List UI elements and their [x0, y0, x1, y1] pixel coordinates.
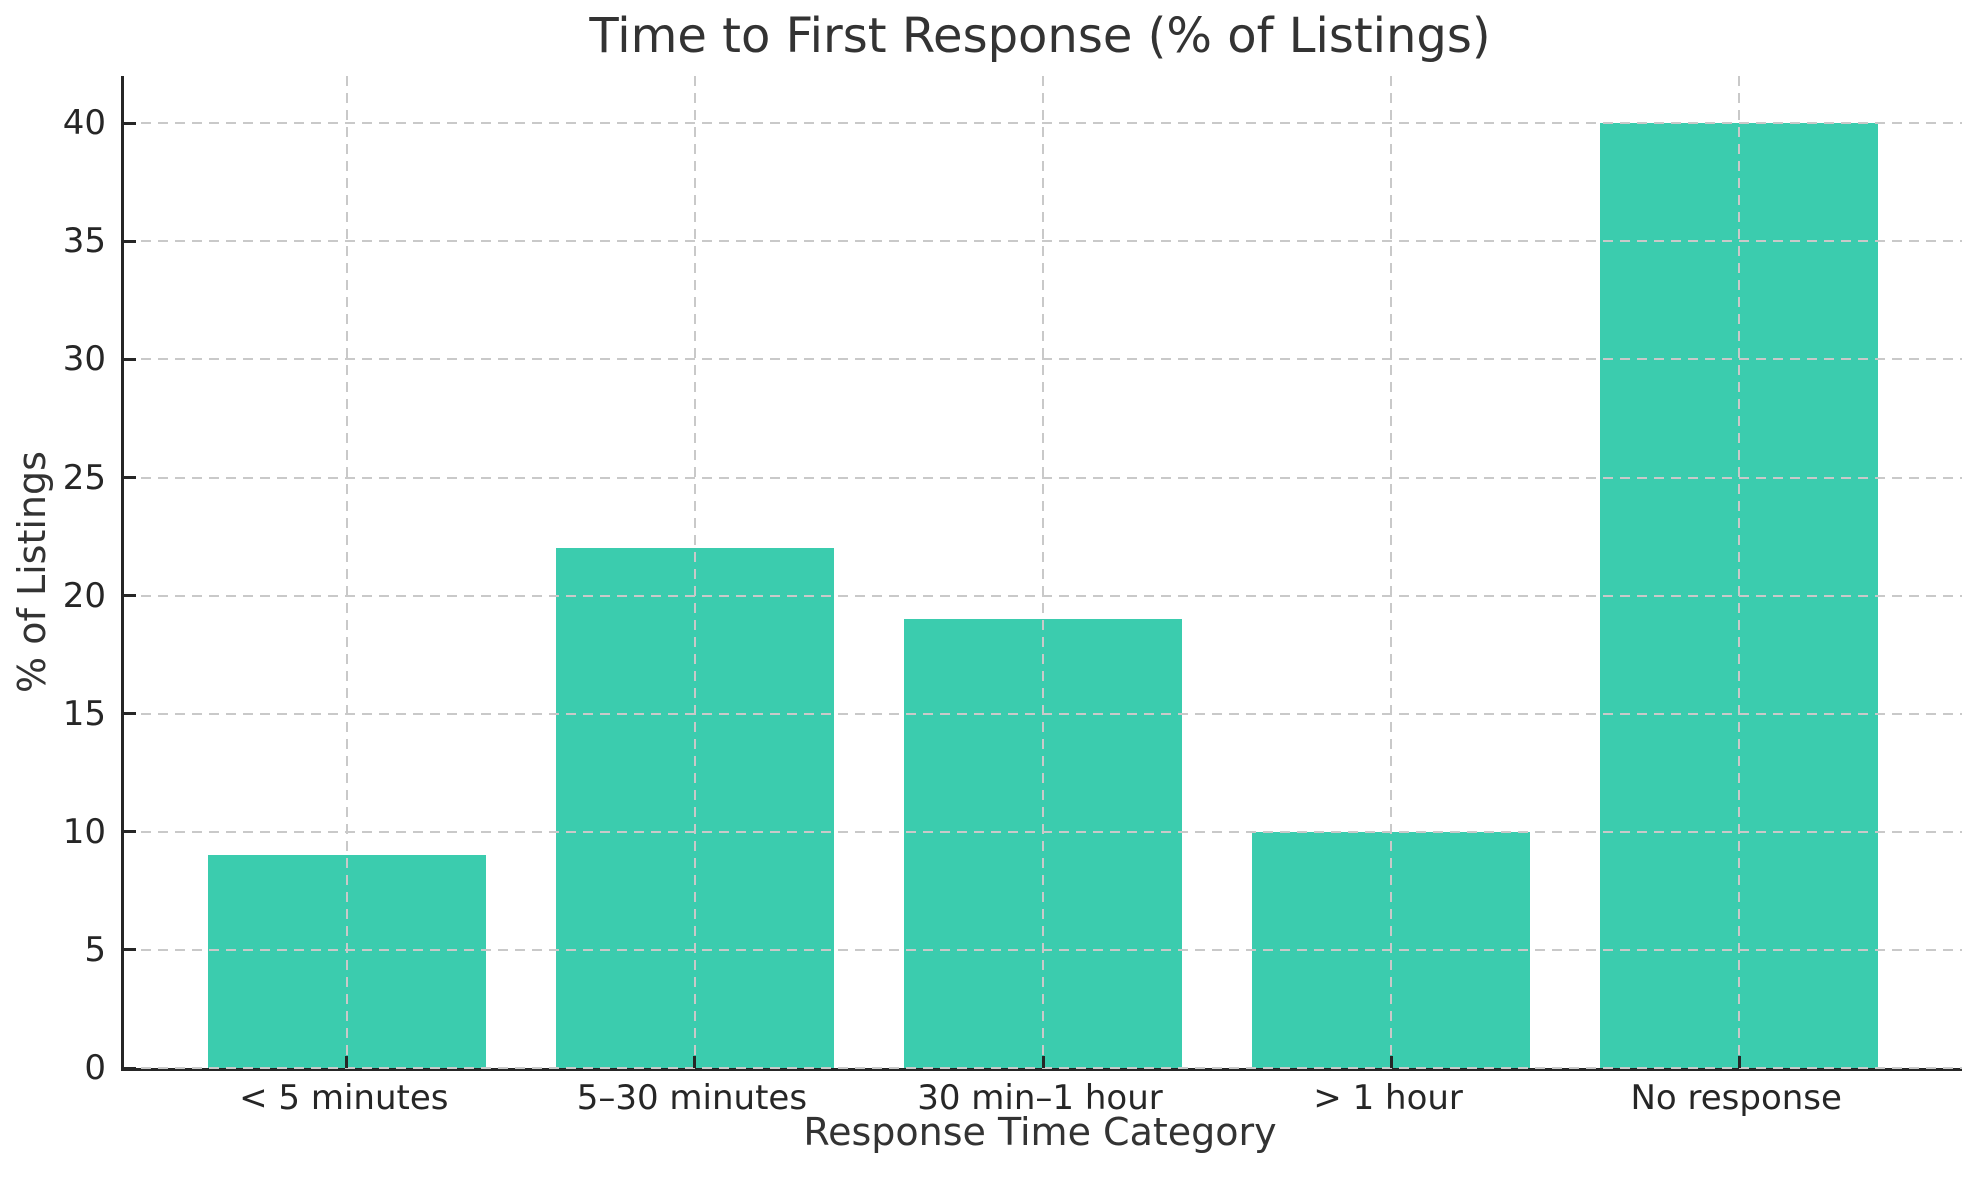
- y-tick-mark: [124, 1066, 136, 1070]
- x-tick-label: 5–30 minutes: [576, 1078, 808, 1118]
- y-tick-mark: [124, 594, 136, 598]
- x-tick-label: > 1 hour: [1313, 1078, 1463, 1118]
- x-tick-mark: [693, 1056, 697, 1068]
- y-tick-label: 0: [84, 1048, 106, 1088]
- x-tick-mark: [345, 1056, 349, 1068]
- y-tick-mark: [124, 476, 136, 480]
- plot-area: [121, 76, 1962, 1071]
- y-tick-mark: [124, 121, 136, 125]
- y-tick-mark: [124, 357, 136, 361]
- v-gridline: [1390, 76, 1393, 1068]
- x-tick-mark: [1389, 1056, 1393, 1068]
- v-gridline: [1738, 76, 1741, 1068]
- v-gridline: [693, 76, 696, 1068]
- x-tick-label: 30 min–1 hour: [917, 1078, 1163, 1118]
- x-tick-mark: [1041, 1056, 1045, 1068]
- x-tick-label: < 5 minutes: [239, 1078, 449, 1118]
- h-gridline: [124, 1067, 1962, 1069]
- y-tick-label: 25: [62, 457, 106, 498]
- y-tick-mark: [124, 830, 136, 834]
- x-tick-label: No response: [1630, 1078, 1842, 1118]
- y-tick-label: 5: [84, 929, 106, 970]
- y-tick-label: 20: [62, 575, 106, 616]
- y-tick-label: 30: [62, 339, 106, 380]
- v-gridline: [345, 76, 348, 1068]
- y-tick-mark: [124, 239, 136, 243]
- chart-title: Time to First Response (% of Listings): [589, 8, 1491, 64]
- y-tick-label: 15: [62, 693, 106, 734]
- y-tick-label: 40: [62, 103, 106, 144]
- x-tick-mark: [1737, 1056, 1741, 1068]
- y-tick-label: 10: [62, 811, 106, 852]
- y-tick-label: 35: [62, 221, 106, 262]
- y-tick-mark: [124, 712, 136, 716]
- x-axis-label: Response Time Category: [803, 1110, 1277, 1154]
- v-gridline: [1042, 76, 1044, 1068]
- y-tick-mark: [124, 948, 136, 952]
